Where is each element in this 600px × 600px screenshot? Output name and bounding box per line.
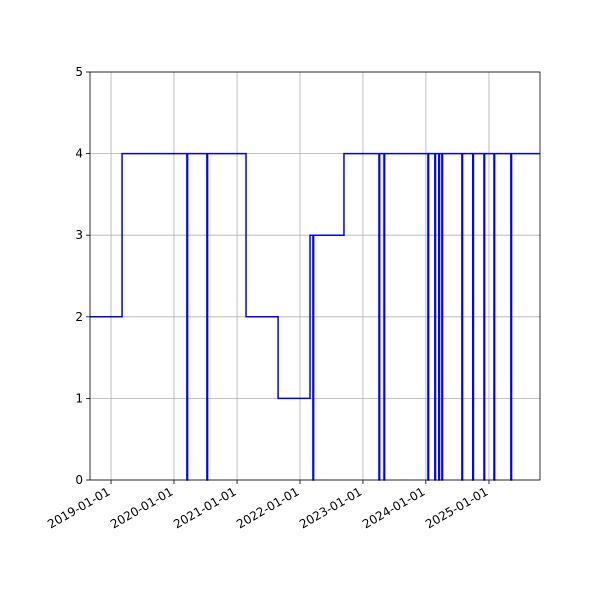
plot-frame bbox=[89, 71, 541, 481]
y-tick-label: 3 bbox=[75, 228, 83, 242]
y-tick-label: 4 bbox=[75, 147, 83, 161]
y-tick-label: 5 bbox=[75, 65, 83, 79]
y-tick-label: 0 bbox=[75, 473, 83, 487]
y-tick-label: 2 bbox=[75, 310, 83, 324]
y-tick-label: 1 bbox=[75, 391, 83, 405]
data-line bbox=[90, 152, 540, 481]
